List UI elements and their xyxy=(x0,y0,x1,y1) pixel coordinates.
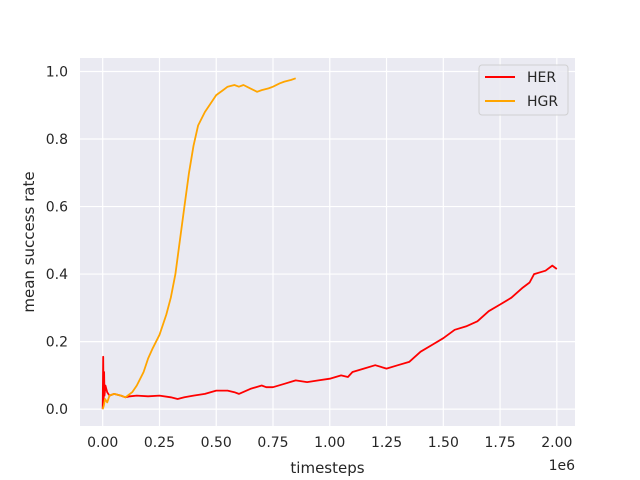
y-tick-label: 0.4 xyxy=(46,267,68,283)
x-tick-labels: 0.00 0.25 0.50 0.75 1.00 1.25 1.50 1.75 2.00 xyxy=(87,435,572,451)
legend: HER HGR xyxy=(478,64,569,116)
x-tick-label: 1.25 xyxy=(371,435,402,451)
y-tick-label: 0.8 xyxy=(46,132,68,148)
x-tick-label: 0.75 xyxy=(257,435,288,451)
x-tick-label: 2.00 xyxy=(541,435,572,451)
y-tick-labels: 0.0 0.2 0.4 0.6 0.8 1.0 xyxy=(46,65,68,419)
x-tick-label: 1.50 xyxy=(428,435,459,451)
legend-label-hgr: HGR xyxy=(527,94,558,110)
x-tick-label: 0.25 xyxy=(144,435,175,451)
series-layer xyxy=(101,77,558,410)
x-tick-label: 0.50 xyxy=(201,435,232,451)
y-tick-label: 0.6 xyxy=(46,200,68,216)
x-tick-label: 1.75 xyxy=(484,435,515,451)
series-line-hgr xyxy=(101,77,297,410)
y-tick-label: 0.0 xyxy=(46,402,68,418)
x-tick-label: 1.00 xyxy=(314,435,345,451)
x-tick-label: 0.00 xyxy=(87,435,118,451)
grid xyxy=(80,58,575,426)
legend-label-her: HER xyxy=(527,70,556,86)
plot-background xyxy=(80,58,575,426)
x-offset-label: 1e6 xyxy=(549,458,576,474)
y-axis-label: mean success rate xyxy=(20,171,38,312)
y-tick-label: 1.0 xyxy=(46,65,68,81)
x-axis-label: timesteps xyxy=(290,459,364,477)
y-tick-label: 0.2 xyxy=(46,335,68,351)
